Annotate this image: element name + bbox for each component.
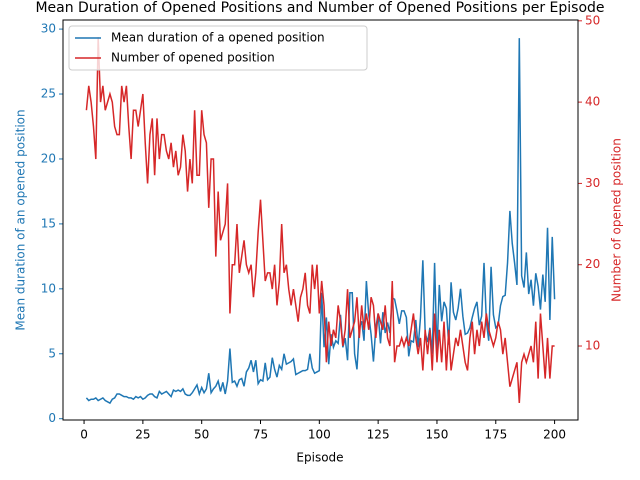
x-axis-label: Episode xyxy=(296,451,343,465)
y2-tick-label: 40 xyxy=(585,95,600,109)
x-tick-label: 125 xyxy=(367,428,390,442)
y-tick-label: 5 xyxy=(48,346,56,360)
y2-tick-label: 20 xyxy=(585,257,600,271)
y-tick-label: 15 xyxy=(41,216,56,230)
y-tick-label: 30 xyxy=(41,22,56,36)
x-tick-label: 25 xyxy=(135,428,150,442)
y-axis-label: Mean duration of an opened position xyxy=(14,109,28,330)
x-tick-label: 0 xyxy=(80,428,88,442)
y2-tick-label: 30 xyxy=(585,176,600,190)
plot-frame xyxy=(62,19,579,421)
y-tick-label: 20 xyxy=(41,151,56,165)
y2-tick-label: 10 xyxy=(585,339,600,353)
x-tick-label: 50 xyxy=(194,428,209,442)
y2-tick-label: 50 xyxy=(585,13,600,27)
y-tick-label: 10 xyxy=(41,281,56,295)
chart-title: Mean Duration of Opened Positions and Nu… xyxy=(35,0,604,16)
x-tick-label: 150 xyxy=(426,428,449,442)
x-tick-label: 200 xyxy=(543,428,566,442)
x-tick-label: 175 xyxy=(484,428,507,442)
legend-label: Mean duration of a opened position xyxy=(111,31,325,45)
legend-box xyxy=(68,25,368,71)
x-tick-label: 75 xyxy=(253,428,268,442)
y2-axis-label: Number of opened position xyxy=(610,138,624,302)
series-line xyxy=(85,38,556,405)
legend-label: Number of opened position xyxy=(111,51,275,65)
y-tick-label: 25 xyxy=(41,87,56,101)
y-tick-label: 0 xyxy=(48,411,56,425)
series-line xyxy=(85,37,555,403)
x-tick-label: 100 xyxy=(308,428,331,442)
